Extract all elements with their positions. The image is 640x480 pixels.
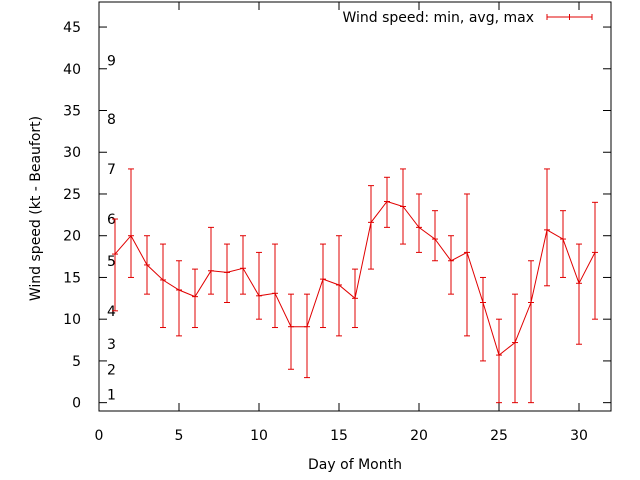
x-tick-label: 5 bbox=[175, 428, 184, 444]
beaufort-labels: 1 2 3 4 5 6 7 8 9 bbox=[107, 53, 116, 403]
beaufort-label: 1 bbox=[107, 387, 116, 403]
x-tick-label: 10 bbox=[250, 428, 268, 444]
y-tick-label: 45 bbox=[63, 20, 81, 36]
y-tick-label: 10 bbox=[63, 312, 81, 328]
plot-frame bbox=[98, 1, 612, 412]
beaufort-label: 2 bbox=[107, 362, 116, 378]
beaufort-label: 3 bbox=[107, 337, 116, 353]
beaufort-label: 6 bbox=[107, 212, 116, 228]
x-tick-label: 25 bbox=[490, 428, 508, 444]
beaufort-label: 7 bbox=[107, 162, 116, 178]
y-tick-label: 5 bbox=[72, 354, 81, 370]
legend: Wind speed: min, avg, max bbox=[342, 10, 593, 26]
x-axis-label: Day of Month bbox=[308, 457, 402, 473]
y-tick-label: 20 bbox=[63, 229, 81, 245]
legend-label: Wind speed: min, avg, max bbox=[342, 10, 534, 26]
x-tick-label: 20 bbox=[410, 428, 428, 444]
series-wind-speed bbox=[112, 168, 598, 404]
x-tick-label: 15 bbox=[330, 428, 348, 444]
beaufort-label: 4 bbox=[107, 304, 116, 320]
beaufort-label: 9 bbox=[107, 53, 116, 69]
y-tick-label: 25 bbox=[63, 187, 81, 203]
series bbox=[112, 168, 598, 404]
y-tick-label: 40 bbox=[63, 62, 81, 78]
x-tick-label: 30 bbox=[570, 428, 588, 444]
axes bbox=[98, 1, 612, 412]
y-tick-label: 30 bbox=[63, 145, 81, 161]
y-tick-label: 15 bbox=[63, 270, 81, 286]
y-axis-label: Wind speed (kt - Beaufort) bbox=[28, 116, 44, 301]
x-tick-label: 0 bbox=[95, 428, 104, 444]
y-tick-label: 35 bbox=[63, 104, 81, 120]
beaufort-label: 8 bbox=[107, 112, 116, 128]
beaufort-label: 5 bbox=[107, 254, 116, 270]
y-tick-label: 0 bbox=[72, 396, 81, 412]
